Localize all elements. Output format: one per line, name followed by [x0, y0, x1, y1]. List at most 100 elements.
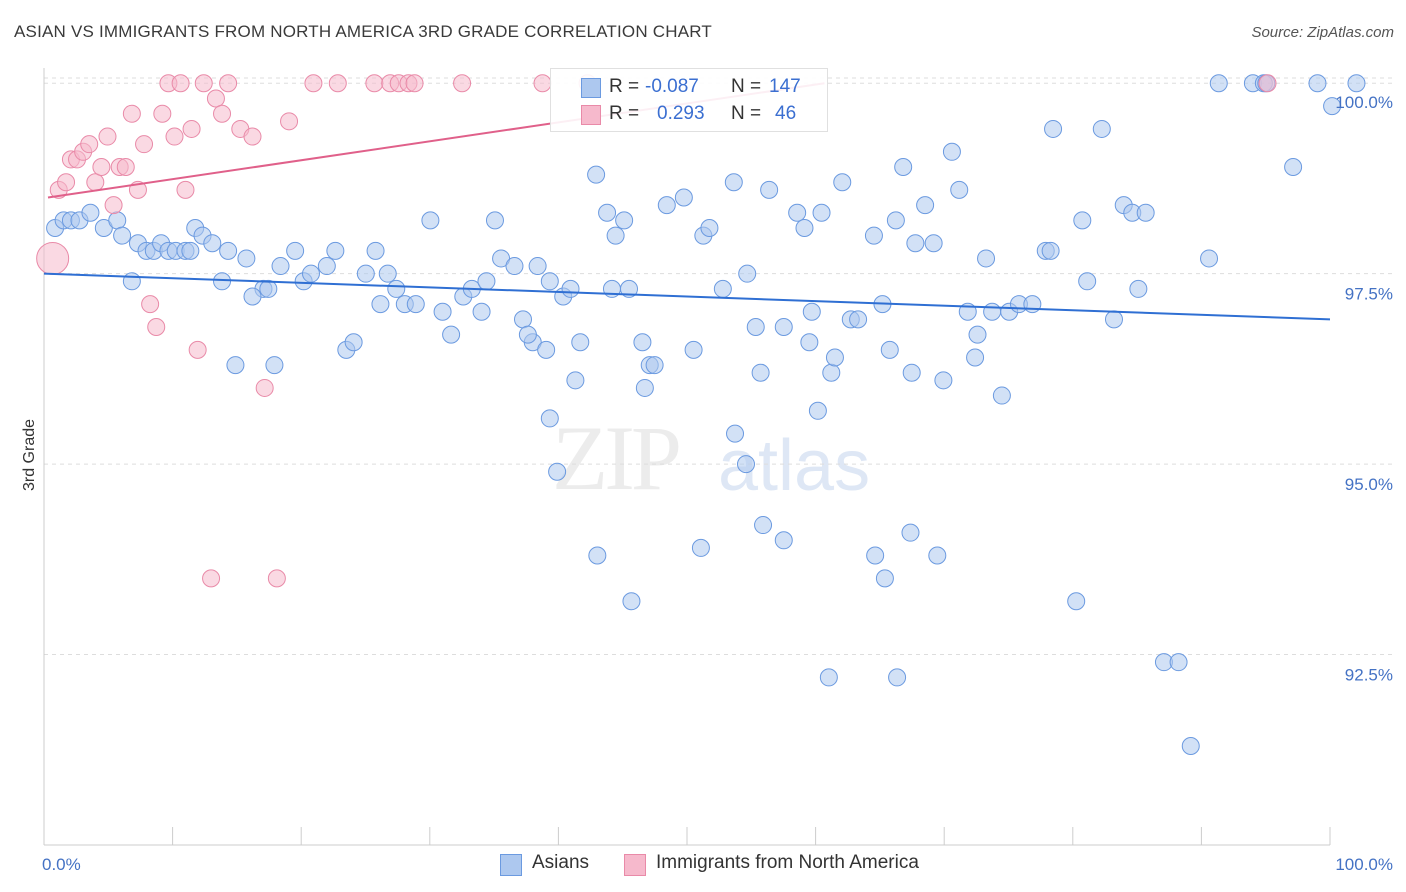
point-asians — [888, 668, 907, 687]
point-immigrants — [153, 104, 172, 123]
point-asians — [1078, 272, 1097, 291]
point-asians — [1284, 158, 1303, 177]
point-immigrants — [141, 295, 160, 314]
point-asians — [317, 257, 336, 276]
point-asians — [906, 234, 925, 253]
point-immigrants — [116, 158, 135, 177]
legend-swatch-immigrants — [581, 105, 601, 125]
point-asians — [928, 546, 947, 565]
point-asians — [812, 203, 831, 222]
point-immigrants — [104, 196, 123, 215]
point-immigrants — [182, 119, 201, 138]
point-immigrants — [176, 180, 195, 199]
legend-row-asians: R = -0.087 N = 147 — [551, 74, 827, 102]
point-asians — [645, 356, 664, 375]
point-asians — [674, 188, 693, 207]
bottom-legend-label-asians: Asians — [532, 852, 590, 873]
point-asians — [774, 318, 793, 336]
point-asians — [934, 371, 953, 390]
point-asians — [237, 249, 256, 268]
legend-n-value: 147 — [769, 76, 801, 97]
point-asians — [1092, 119, 1111, 138]
point-asians — [657, 196, 676, 215]
source-label: Source: ZipAtlas.com — [1251, 24, 1394, 41]
point-immigrants — [219, 74, 238, 93]
point-asians — [880, 340, 899, 359]
point-asians — [924, 234, 943, 253]
point-immigrants — [92, 158, 111, 177]
x-tick-label: 100.0% — [1335, 855, 1393, 874]
point-asians — [219, 241, 238, 260]
point-asians — [633, 333, 652, 352]
point-immigrants — [122, 104, 141, 123]
point-asians — [387, 279, 406, 298]
point-asians — [886, 211, 905, 230]
point-immigrants — [255, 378, 274, 397]
point-asians — [1136, 203, 1155, 222]
y-axis-label: 3rd Grade — [21, 419, 38, 491]
trend-line-asians — [43, 272, 1331, 321]
point-asians — [992, 386, 1011, 405]
point-asians — [505, 257, 524, 276]
point-asians — [849, 310, 868, 329]
point-asians — [620, 279, 639, 298]
point-asians — [259, 279, 278, 298]
point-asians — [864, 226, 883, 245]
legend-swatch-asians — [581, 78, 601, 98]
point-asians — [795, 218, 814, 237]
point-asians — [344, 333, 363, 352]
point-asians — [700, 218, 719, 237]
point-asians — [1044, 119, 1063, 138]
point-immigrants — [202, 569, 221, 588]
point-immigrants — [36, 241, 70, 275]
point-immigrants — [80, 135, 99, 154]
point-asians — [1041, 241, 1060, 260]
point-asians — [738, 264, 757, 283]
axes — [43, 68, 1331, 846]
point-asians — [1067, 592, 1086, 611]
point-asians — [942, 142, 961, 161]
point-asians — [819, 668, 838, 687]
point-asians — [635, 378, 654, 397]
legend: R = -0.087 N = 147 R = 0.293 N = 46 — [550, 68, 828, 132]
point-asians — [1181, 736, 1200, 755]
point-asians — [902, 363, 921, 382]
point-asians — [518, 325, 537, 344]
point-asians — [472, 302, 491, 321]
point-asians — [540, 409, 559, 428]
point-immigrants — [243, 127, 262, 146]
point-asians — [746, 318, 765, 336]
point-asians — [94, 218, 113, 237]
point-asians — [684, 340, 703, 359]
point-asians — [966, 348, 985, 367]
legend-n-label: N = — [731, 76, 762, 97]
point-immigrants — [188, 340, 207, 359]
point-asians — [587, 165, 606, 184]
point-asians — [371, 295, 390, 314]
point-immigrants — [1258, 74, 1277, 93]
point-immigrants — [213, 104, 232, 123]
point-immigrants — [405, 74, 424, 93]
point-asians — [788, 203, 807, 222]
point-asians — [822, 363, 841, 382]
point-asians — [108, 211, 127, 230]
point-asians — [615, 211, 634, 230]
point-immigrants — [57, 173, 76, 192]
point-asians — [566, 371, 585, 390]
point-asians — [213, 272, 232, 291]
point-asians — [485, 211, 504, 230]
point-asians — [406, 295, 425, 314]
point-asians — [301, 264, 320, 283]
point-asians — [492, 249, 511, 268]
chart-title: ASIAN VS IMMIGRANTS FROM NORTH AMERICA 3… — [14, 22, 713, 41]
point-asians — [442, 325, 461, 344]
point-asians — [901, 523, 920, 542]
point-asians — [561, 279, 580, 298]
legend-r-label: R = — [609, 76, 640, 97]
point-asians — [950, 180, 969, 199]
point-asians — [588, 546, 607, 565]
point-asians — [726, 424, 745, 443]
point-asians — [81, 203, 100, 222]
point-immigrants — [365, 74, 384, 93]
point-immigrants — [533, 74, 552, 93]
